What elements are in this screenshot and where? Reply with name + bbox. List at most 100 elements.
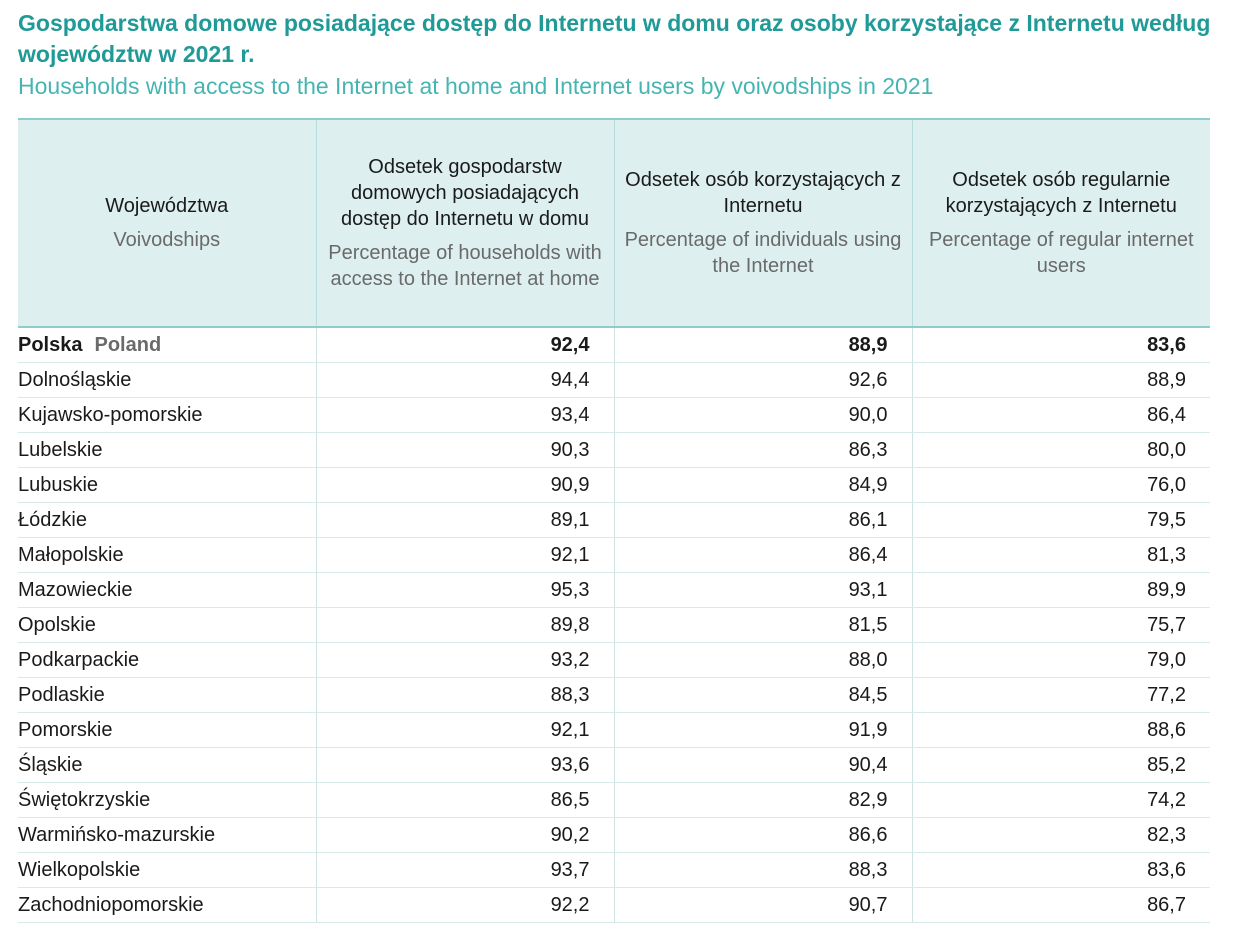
row-name: Warmińsko-mazurskie: [18, 817, 316, 853]
cell-households: 92,2: [315, 887, 614, 923]
row-name: Pomorskie: [18, 712, 316, 748]
row-name: Małopolskie: [18, 537, 316, 573]
cell-households: 93,4: [315, 397, 614, 433]
header-regular-users: Odsetek osób regularnie korzystających z…: [911, 118, 1210, 328]
row-name: Podlaskie: [18, 677, 316, 713]
cell-individuals: 84,9: [613, 467, 912, 503]
cell-regular: 88,9: [911, 362, 1210, 398]
cell-regular: 77,2: [911, 677, 1210, 713]
header-pl: Odsetek osób korzystających z Internetu: [625, 169, 901, 217]
cell-households: 90,9: [315, 467, 614, 503]
table-row: Lubuskie 90,9 84,9 76,0: [18, 467, 1210, 503]
row-name: Wielkopolskie: [18, 852, 316, 888]
row-name: Mazowieckie: [18, 572, 316, 608]
row-name: Łódzkie: [18, 502, 316, 538]
cell-individuals: 86,3: [613, 432, 912, 468]
cell-households: 94,4: [315, 362, 614, 398]
cell-individuals: 91,9: [613, 712, 912, 748]
header-individuals-using: Odsetek osób korzystających z Internetu …: [613, 118, 912, 328]
cell-households: 90,2: [315, 817, 614, 853]
header-pl: Odsetek gospodarstw domowych posiadający…: [341, 156, 589, 230]
cell-regular: 86,7: [911, 887, 1210, 923]
row-name: Zachodniopomorskie: [18, 887, 316, 923]
table-row-total: Polska Poland 92,4 88,9 83,6: [18, 327, 1210, 363]
cell-households: 86,5: [315, 782, 614, 818]
table-row: Warmińsko-mazurskie 90,2 86,6 82,3: [18, 817, 1210, 853]
cell-regular: 74,2: [911, 782, 1210, 818]
total-name-en: Poland: [94, 333, 162, 356]
header-row: Województwa Voivodships Odsetek gospodar…: [18, 118, 1210, 328]
table-row: Zachodniopomorskie 92,2 90,7 86,7: [18, 887, 1210, 923]
row-name: Opolskie: [18, 607, 316, 643]
total-name-pl: Polska: [18, 333, 83, 356]
table-row: Łódzkie 89,1 86,1 79,5: [18, 502, 1210, 538]
row-name: Podkarpackie: [18, 642, 316, 678]
table-row: Wielkopolskie 93,7 88,3 83,6: [18, 852, 1210, 888]
cell-regular: 80,0: [911, 432, 1210, 468]
table-row: Lubelskie 90,3 86,3 80,0: [18, 432, 1210, 468]
cell-regular: 86,4: [911, 397, 1210, 433]
row-name: Lubuskie: [18, 467, 316, 503]
cell-individuals: 81,5: [613, 607, 912, 643]
cell-regular: 79,0: [911, 642, 1210, 678]
cell-households: 93,7: [315, 852, 614, 888]
cell-individuals: 92,6: [613, 362, 912, 398]
cell-individuals: 88,3: [613, 852, 912, 888]
cell-households: 92,1: [315, 712, 614, 748]
cell-individuals: 84,5: [613, 677, 912, 713]
row-name: Polska Poland: [18, 327, 316, 363]
cell-regular: 85,2: [911, 747, 1210, 783]
header-pl: Województwa: [105, 195, 229, 217]
header-pl: Odsetek osób regularnie korzystających z…: [945, 169, 1177, 217]
cell-regular: 88,6: [911, 712, 1210, 748]
voivodship-internet-table: Województwa Voivodships Odsetek gospodar…: [18, 118, 1210, 923]
cell-individuals: 90,4: [613, 747, 912, 783]
cell-regular: 83,6: [911, 852, 1210, 888]
cell-regular: 76,0: [911, 467, 1210, 503]
cell-households: 90,3: [315, 432, 614, 468]
cell-households: 92,1: [315, 537, 614, 573]
header-households-access: Odsetek gospodarstw domowych posiadający…: [315, 118, 614, 328]
cell-regular: 83,6: [911, 327, 1210, 363]
cell-households: 88,3: [315, 677, 614, 713]
cell-households: 89,8: [315, 607, 614, 643]
cell-individuals: 86,6: [613, 817, 912, 853]
table-title-english: Households with access to the Internet a…: [18, 73, 934, 99]
cell-households: 93,2: [315, 642, 614, 678]
cell-regular: 89,9: [911, 572, 1210, 608]
row-name: Świętokrzyskie: [18, 782, 316, 818]
table-row: Mazowieckie 95,3 93,1 89,9: [18, 572, 1210, 608]
table-row: Śląskie 93,6 90,4 85,2: [18, 747, 1210, 783]
cell-individuals: 90,7: [613, 887, 912, 923]
cell-individuals: 86,1: [613, 502, 912, 538]
table-row: Pomorskie 92,1 91,9 88,6: [18, 712, 1210, 748]
cell-individuals: 93,1: [613, 572, 912, 608]
header-en: Percentage of regular internet users: [928, 229, 1194, 277]
cell-individuals: 88,0: [613, 642, 912, 678]
cell-individuals: 86,4: [613, 537, 912, 573]
table-row: Małopolskie 92,1 86,4 81,3: [18, 537, 1210, 573]
table-row: Kujawsko-pomorskie 93,4 90,0 86,4: [18, 397, 1210, 433]
cell-regular: 79,5: [911, 502, 1210, 538]
table-row: Dolnośląskie 94,4 92,6 88,9: [18, 362, 1210, 398]
table-row: Podlaskie 88,3 84,5 77,2: [18, 677, 1210, 713]
table-row: Opolskie 89,8 81,5 75,7: [18, 607, 1210, 643]
cell-individuals: 90,0: [613, 397, 912, 433]
table-title-polish: Gospodarstwa domowe posiadające dostęp d…: [18, 10, 1211, 67]
cell-individuals: 82,9: [613, 782, 912, 818]
cell-regular: 81,3: [911, 537, 1210, 573]
table-row: Podkarpackie 93,2 88,0 79,0: [18, 642, 1210, 678]
cell-households: 92,4: [315, 327, 614, 363]
row-name: Dolnośląskie: [18, 362, 316, 398]
cell-households: 93,6: [315, 747, 614, 783]
header-en: Percentage of households with access to …: [328, 242, 602, 290]
cell-households: 89,1: [315, 502, 614, 538]
row-name: Śląskie: [18, 747, 316, 783]
row-name: Lubelskie: [18, 432, 316, 468]
cell-individuals: 88,9: [613, 327, 912, 363]
cell-regular: 82,3: [911, 817, 1210, 853]
header-en: Percentage of individuals using the Inte…: [624, 229, 902, 277]
cell-households: 95,3: [315, 572, 614, 608]
table-row: Świętokrzyskie 86,5 82,9 74,2: [18, 782, 1210, 818]
cell-regular: 75,7: [911, 607, 1210, 643]
